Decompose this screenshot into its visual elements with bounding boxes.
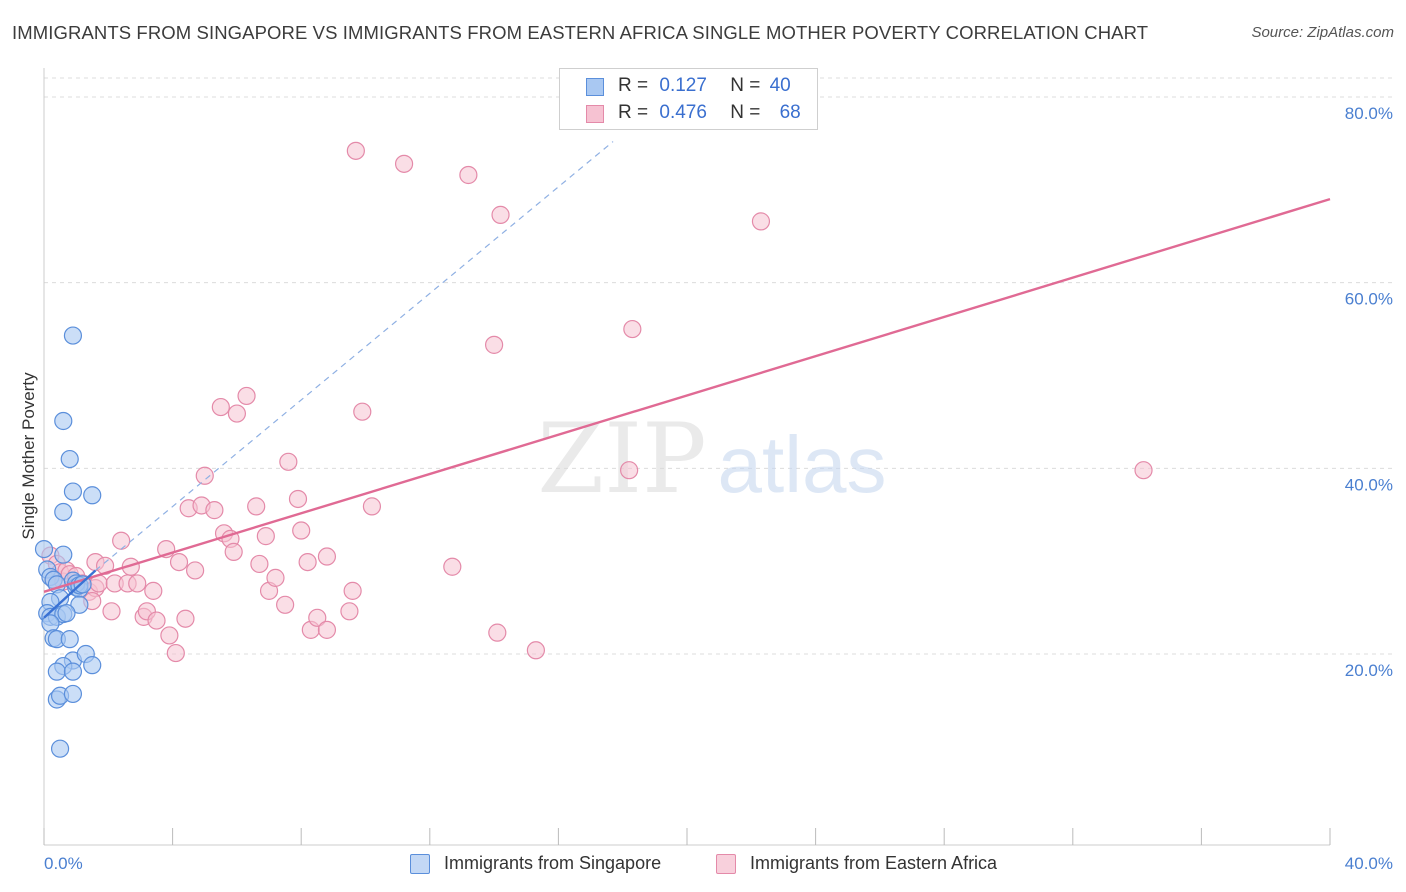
africa-point [276, 595, 295, 614]
africa-point [317, 547, 337, 566]
africa-trend-line [43, 197, 1331, 593]
singapore-legend-label: Immigrants from Singapore [444, 853, 662, 873]
y-axis-title: Single Mother Poverty [19, 372, 38, 540]
africa-legend-swatch [716, 854, 736, 874]
singapore-point [83, 486, 102, 505]
singapore-point [63, 482, 83, 501]
africa-point [340, 602, 359, 621]
tick-labels: 20.0% 40.0% 60.0% 80.0% 0.0% 40.0% [44, 104, 1393, 873]
singapore-point [63, 326, 83, 345]
africa-point [346, 141, 365, 160]
africa-point [211, 397, 230, 417]
africa-point [279, 452, 298, 471]
africa-point [205, 501, 224, 520]
singapore-point [54, 545, 73, 564]
singapore-point [63, 662, 83, 681]
singapore-point [70, 595, 89, 614]
singapore-point [60, 449, 79, 469]
n-label: N = [730, 102, 761, 123]
africa-point [298, 552, 317, 572]
singapore-point [50, 739, 70, 758]
correlation-legend: R = 0.127 N = 40 R = 0.476 N = 68 [559, 68, 818, 130]
africa-point [224, 542, 243, 561]
africa-point [166, 643, 185, 663]
africa-point [169, 552, 189, 572]
r-label: R = [618, 102, 649, 123]
africa-swatch [586, 105, 604, 123]
x-tick-label-max: 40.0% [1345, 854, 1393, 873]
gridlines [44, 77, 1392, 655]
africa-point [227, 404, 246, 423]
africa-point [362, 497, 382, 516]
africa-point [160, 626, 179, 645]
africa-point [266, 568, 285, 587]
source-label: Source: ZipAtlas.com [1251, 24, 1394, 41]
singapore-point [34, 539, 54, 559]
africa-n-value: 68 [779, 102, 801, 123]
africa-point [751, 212, 771, 231]
africa-point [317, 620, 337, 639]
singapore-r-value: 0.127 [659, 75, 707, 96]
singapore-legend-swatch [410, 854, 430, 874]
africa-point [394, 154, 414, 173]
africa-point [485, 335, 504, 354]
africa-point [147, 611, 166, 630]
africa-point [343, 581, 362, 600]
singapore-point [54, 502, 73, 522]
africa-point [491, 205, 510, 224]
singapore-trend-line [43, 569, 97, 619]
singapore-point [63, 684, 83, 704]
watermark-atlas: atlas [718, 420, 887, 509]
y-tick-label: 60.0% [1345, 290, 1393, 309]
africa-point [144, 581, 163, 600]
singapore-point [57, 604, 76, 623]
singapore-trend-extension [95, 141, 614, 571]
africa-point [256, 527, 275, 546]
singapore-swatch [586, 78, 604, 96]
y-tick-label: 80.0% [1345, 104, 1393, 123]
africa-point [237, 386, 256, 406]
africa-point [459, 165, 478, 185]
africa-point [620, 461, 639, 480]
singapore-n-value: 40 [769, 75, 791, 96]
africa-point [250, 554, 269, 574]
africa-point [623, 319, 642, 339]
africa-point [292, 521, 311, 540]
africa-point [112, 531, 131, 550]
africa-point [195, 466, 214, 485]
africa-point [247, 497, 266, 516]
africa-points [41, 141, 1153, 663]
africa-point [443, 557, 462, 576]
watermark-zip: ZIP [537, 403, 706, 515]
singapore-point [60, 630, 79, 649]
singapore-point [83, 656, 102, 675]
africa-point [102, 602, 121, 621]
africa-r-value: 0.476 [659, 102, 707, 123]
singapore-points [34, 326, 102, 758]
singapore-point [47, 662, 66, 681]
chart-title: IMMIGRANTS FROM SINGAPORE VS IMMIGRANTS … [12, 22, 1149, 43]
africa-point [288, 489, 308, 509]
watermark: ZIP atlas [537, 403, 886, 515]
africa-point [526, 641, 545, 660]
africa-point [176, 609, 195, 628]
trend-lines [43, 141, 1331, 619]
africa-point [353, 402, 372, 421]
africa-point [128, 574, 147, 593]
africa-point [488, 623, 507, 642]
africa-legend-label: Immigrants from Eastern Africa [750, 853, 998, 873]
y-tick-label: 20.0% [1345, 661, 1393, 680]
r-label: R = [618, 75, 649, 96]
africa-point [1134, 461, 1153, 480]
singapore-point [54, 411, 73, 431]
n-label: N = [730, 75, 761, 96]
x-tick-label-min: 0.0% [44, 854, 83, 873]
africa-point [186, 561, 205, 580]
axes [43, 68, 1331, 846]
y-tick-label: 40.0% [1345, 475, 1393, 494]
africa-point [308, 608, 327, 627]
